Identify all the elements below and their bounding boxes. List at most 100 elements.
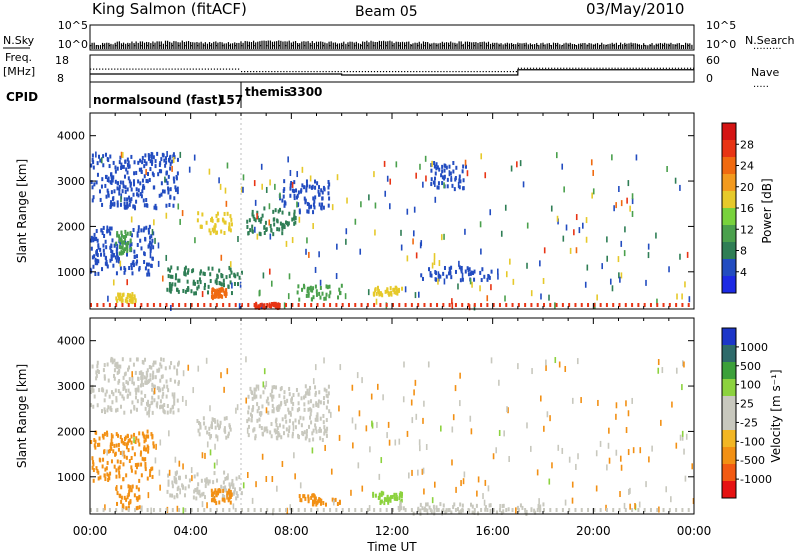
velocity-echo	[309, 415, 312, 420]
power-echo	[153, 185, 156, 190]
power-echo	[451, 298, 453, 305]
nave-point	[596, 67, 598, 69]
velocity-echo	[134, 470, 137, 475]
velocity-echo	[519, 503, 522, 508]
power-echo	[335, 303, 338, 307]
velocity-echo	[146, 373, 149, 378]
power-echo	[155, 206, 158, 211]
power-echo	[524, 303, 527, 307]
nave-point	[422, 71, 424, 73]
nsearch-point	[637, 45, 639, 47]
power-echo	[445, 274, 448, 279]
nave-point	[494, 71, 496, 73]
nave-point	[180, 68, 182, 70]
velocity-echo	[658, 506, 660, 513]
power-echo	[511, 303, 514, 307]
power-echo	[150, 242, 153, 247]
power-echo	[183, 271, 186, 276]
power-echo	[318, 251, 320, 258]
velocity-echo	[317, 399, 320, 404]
velocity-echo	[473, 510, 476, 515]
velocity-echo	[191, 475, 193, 482]
velocity-echo	[467, 508, 470, 512]
nave-point	[599, 67, 601, 69]
velocity-echo	[174, 456, 177, 463]
power-echo	[126, 248, 129, 253]
power-echo	[310, 303, 313, 307]
velocity-echo	[149, 373, 152, 378]
nave-point	[500, 71, 502, 73]
velocity-echo	[639, 447, 642, 454]
y-tick-label: 4000	[57, 335, 85, 348]
velocity-echo	[315, 414, 318, 421]
nave-point	[659, 67, 661, 69]
nave-point	[554, 67, 556, 69]
power-echo	[688, 296, 691, 303]
power-echo	[213, 292, 216, 297]
velocity-echo	[123, 441, 126, 446]
velocity-echo	[430, 509, 433, 514]
velocity-echo	[208, 426, 211, 431]
velocity-echo	[173, 479, 176, 484]
velocity-echo	[127, 505, 130, 510]
velocity-echo	[227, 431, 230, 436]
velocity-echo	[347, 508, 350, 512]
power-echo	[120, 296, 123, 301]
power-echo	[130, 233, 133, 238]
velocity-echo	[247, 433, 250, 438]
velocity-echo	[115, 396, 118, 401]
velocity-echo	[165, 394, 168, 399]
power-echo	[224, 187, 227, 194]
power-echo	[424, 155, 427, 162]
power-echo	[390, 290, 393, 295]
velocity-echo	[122, 396, 125, 401]
velocity-echo	[215, 434, 218, 439]
power-echo	[143, 260, 146, 265]
velocity-echo	[238, 487, 241, 492]
velocity-echo	[109, 442, 112, 447]
velocity-echo	[131, 371, 133, 378]
power-echo	[126, 187, 129, 192]
velocity-echo	[122, 462, 125, 467]
nave-point	[529, 67, 532, 69]
power-echo	[101, 177, 104, 182]
velocity-echo	[278, 405, 281, 410]
power-echo	[196, 303, 199, 307]
power-echo	[446, 177, 449, 182]
nave-label: Nave	[751, 66, 779, 79]
nsky-strip: N.Sky 10^5 10^0 10^5 10^0 N.Search ·····…	[3, 19, 795, 55]
velocity-echo	[681, 508, 684, 512]
power-echo	[259, 303, 262, 307]
velocity-echo	[119, 435, 122, 440]
power-echo	[130, 299, 133, 304]
velocity-echo	[167, 479, 170, 484]
velocity-echo	[373, 508, 376, 512]
power-echo	[277, 302, 280, 307]
power-echo	[122, 250, 125, 255]
power-echo	[679, 253, 681, 260]
velocity-echo	[286, 398, 289, 403]
power-echo	[599, 303, 602, 307]
velocity-echo	[124, 371, 127, 376]
power-colorbar-label: Power [dB]	[760, 178, 774, 243]
nave-point	[449, 71, 451, 73]
power-echo	[549, 303, 552, 307]
power-echo	[311, 288, 314, 293]
velocity-echo	[299, 415, 302, 420]
velocity-echo	[314, 417, 317, 422]
power-echo	[91, 153, 94, 158]
velocity-echo	[454, 385, 457, 392]
power-echo	[561, 303, 564, 307]
velocity-echo	[304, 496, 307, 501]
velocity-echo	[310, 420, 313, 425]
power-echo	[656, 303, 659, 307]
velocity-echo	[495, 510, 498, 515]
velocity-echo	[538, 498, 540, 505]
power-echo	[153, 219, 155, 226]
power-echo	[457, 181, 460, 188]
power-echo	[133, 171, 136, 176]
velocity-echo	[293, 452, 295, 459]
velocity-echo	[400, 498, 403, 503]
power-echo	[294, 216, 297, 221]
power-echo	[172, 152, 175, 157]
